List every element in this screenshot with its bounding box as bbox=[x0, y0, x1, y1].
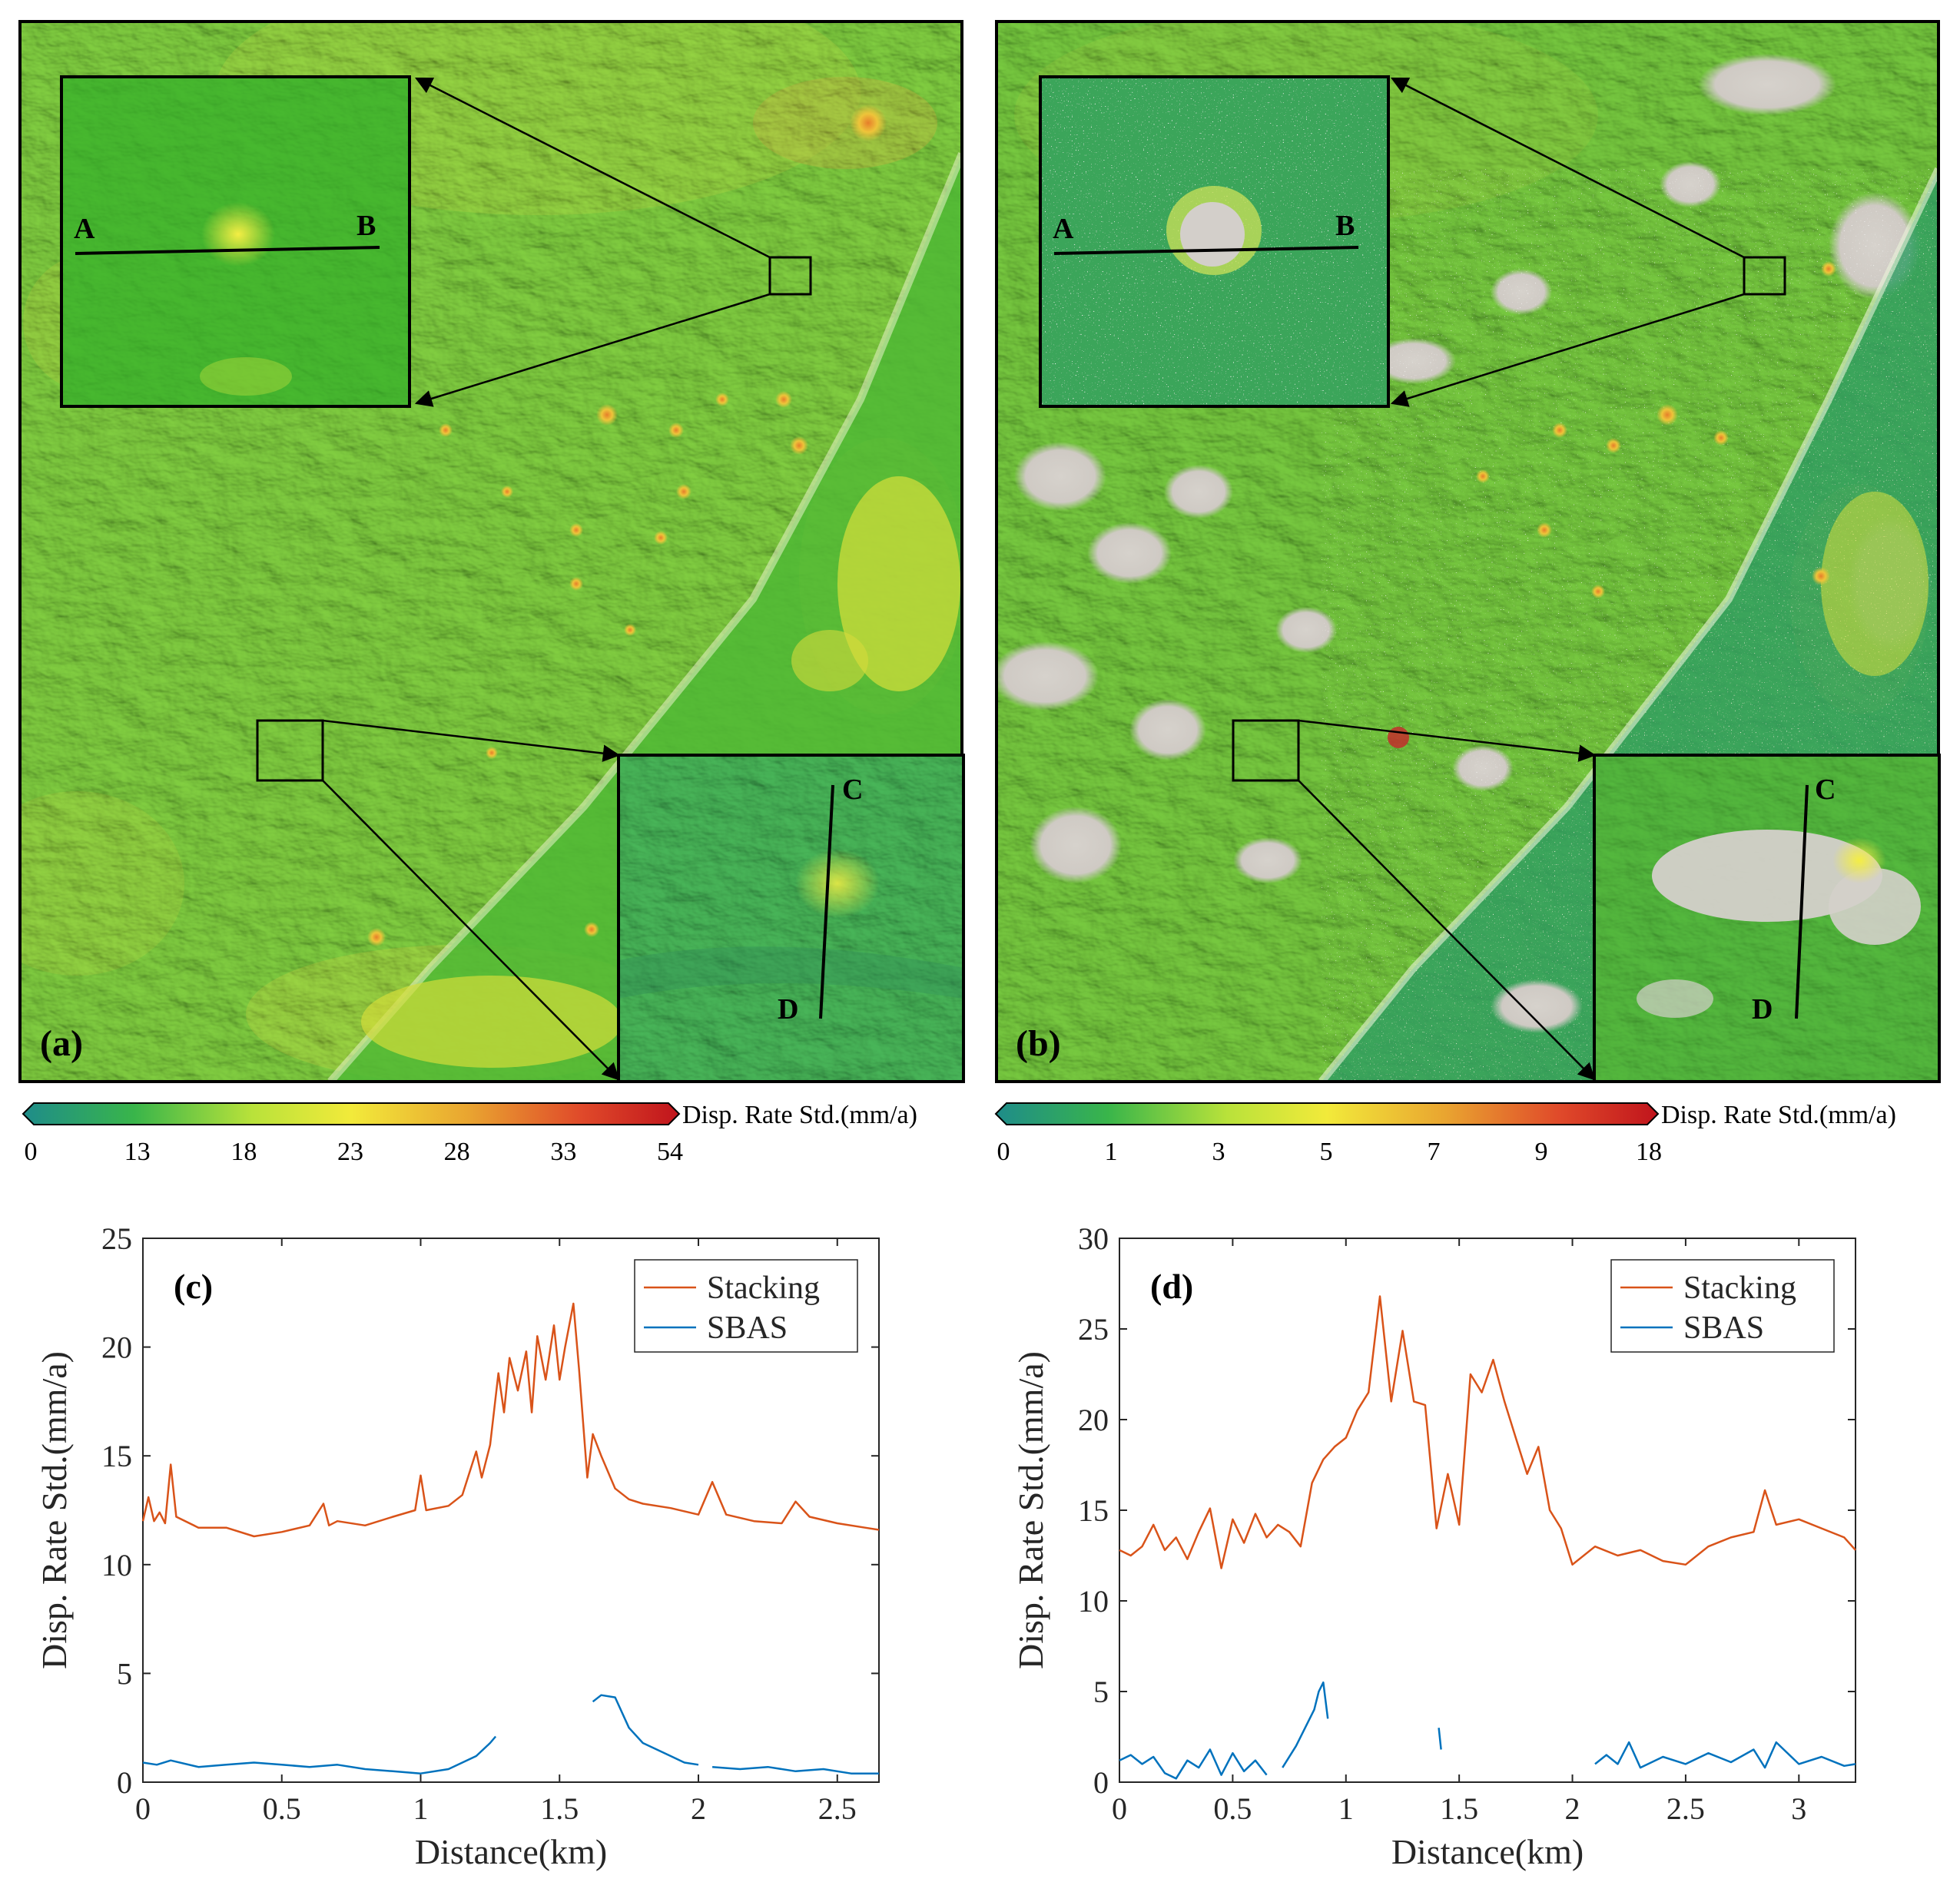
x-tick-label: 0 bbox=[1112, 1791, 1127, 1826]
map-a-hotspots bbox=[367, 104, 887, 946]
zoom-box-ab-b bbox=[1743, 256, 1786, 296]
x-tick-label: 2.5 bbox=[818, 1791, 857, 1826]
legend-label-sbas: SBAS bbox=[707, 1311, 788, 1346]
x-tick-label: 0 bbox=[135, 1791, 151, 1826]
colorbar-tick-label: 28 bbox=[444, 1138, 470, 1166]
point-d-label-b: D bbox=[1752, 993, 1773, 1026]
series-line-sbas bbox=[1119, 1748, 1268, 1780]
x-tick-label: 3 bbox=[1791, 1791, 1806, 1826]
chart-d: 0 0.5 1 1.5 2 2.5 3051015202530Distance(km)Dis… bbox=[1011, 1221, 1856, 1871]
x-tick-label: 1.5 bbox=[1440, 1791, 1478, 1826]
x-tick-label: 2.5 bbox=[1666, 1791, 1705, 1826]
inset-ab-b: A B bbox=[1039, 75, 1390, 408]
point-b-label-a: B bbox=[357, 210, 376, 242]
colorbar-tick-label: 9 bbox=[1535, 1138, 1548, 1166]
y-tick-label: 25 bbox=[1078, 1312, 1109, 1347]
x-axis-label: Distance(km) bbox=[1391, 1832, 1584, 1871]
colorbar-tick-label: 0 bbox=[25, 1138, 38, 1166]
x-tick-label: 1.5 bbox=[540, 1791, 579, 1826]
colorbar-tick-label: 18 bbox=[1636, 1138, 1662, 1166]
series-line-sbas bbox=[1438, 1728, 1442, 1750]
colorbar-tick-label: 18 bbox=[230, 1138, 257, 1166]
y-tick-label: 5 bbox=[1093, 1675, 1109, 1709]
x-tick-label: 1 bbox=[1338, 1791, 1354, 1826]
point-b-label-b: B bbox=[1335, 210, 1355, 242]
y-axis-label: Disp. Rate Std.(mm/a) bbox=[35, 1351, 74, 1669]
colorbar-a-title: Disp. Rate Std.(mm/a) bbox=[682, 1101, 917, 1129]
y-axis-label: Disp. Rate Std.(mm/a) bbox=[1011, 1351, 1050, 1669]
point-a-label-a: A bbox=[74, 213, 95, 245]
map-panel-a: A B C D (a) bbox=[18, 20, 965, 1083]
series-line-sbas bbox=[592, 1694, 699, 1766]
inset-cd-b: C D bbox=[1593, 754, 1941, 1083]
series-line-sbas bbox=[1594, 1741, 1856, 1769]
y-tick-label: 15 bbox=[1078, 1493, 1109, 1528]
x-axis-label: Distance(km) bbox=[415, 1832, 607, 1871]
x-tick-label: 1 bbox=[413, 1791, 429, 1826]
x-tick-label: 0.5 bbox=[1213, 1791, 1252, 1826]
y-tick-label: 0 bbox=[117, 1765, 132, 1800]
y-tick-label: 0 bbox=[1093, 1765, 1109, 1800]
y-tick-label: 20 bbox=[1078, 1403, 1109, 1437]
series-line-sbas bbox=[142, 1735, 497, 1774]
colorbar-tick-label: 5 bbox=[1320, 1138, 1333, 1166]
colorbar-tick-label: 7 bbox=[1428, 1138, 1441, 1166]
x-tick-label: 2 bbox=[1565, 1791, 1580, 1826]
legend-label-stacking: Stacking bbox=[707, 1271, 820, 1306]
map-panel-b: A B C D (b) bbox=[995, 20, 1941, 1083]
point-c-label-b: C bbox=[1815, 774, 1836, 806]
y-tick-label: 10 bbox=[1078, 1584, 1109, 1619]
x-tick-label: 0.5 bbox=[263, 1791, 301, 1826]
colorbar-tick-label: 3 bbox=[1212, 1138, 1225, 1166]
series-line-sbas bbox=[712, 1765, 879, 1774]
colorbar-tick-label: 54 bbox=[657, 1138, 683, 1166]
x-tick-label: 2 bbox=[691, 1791, 706, 1826]
point-a-label-b: A bbox=[1053, 213, 1074, 245]
legend-box bbox=[634, 1259, 858, 1353]
series-line-stacking bbox=[1119, 1295, 1856, 1569]
legend-label-stacking: Stacking bbox=[1683, 1271, 1796, 1306]
colorbar-tick-label: 13 bbox=[124, 1138, 151, 1166]
colorbar-tick-label: 33 bbox=[550, 1138, 576, 1166]
legend-box bbox=[1610, 1259, 1835, 1353]
legend-label-sbas: SBAS bbox=[1683, 1311, 1764, 1346]
colorbar-a: Disp. Rate Std.(mm/a) 0 13 18 23 28 33 54 bbox=[22, 1101, 917, 1166]
zoom-box-cd-b bbox=[1232, 719, 1300, 782]
panel-label-a: (a) bbox=[40, 1023, 83, 1064]
y-tick-label: 5 bbox=[117, 1656, 132, 1691]
y-tick-label: 20 bbox=[101, 1330, 132, 1365]
panel-label-b: (b) bbox=[1016, 1023, 1061, 1064]
colorbar-b-title: Disp. Rate Std.(mm/a) bbox=[1661, 1101, 1896, 1129]
chart-panel-label: (d) bbox=[1150, 1267, 1193, 1306]
inset-cd-a: C D bbox=[617, 754, 965, 1083]
colorbar-tick-label: 0 bbox=[997, 1138, 1010, 1166]
point-c-label-a: C bbox=[842, 774, 863, 806]
zoom-box-ab-a bbox=[768, 256, 812, 296]
point-d-label-a: D bbox=[778, 993, 798, 1026]
series-line-sbas bbox=[1282, 1681, 1329, 1768]
colorbar-b: Disp. Rate Std.(mm/a) 0 1 3 5 7 9 18 bbox=[994, 1101, 1896, 1166]
colorbar-tick-label: 1 bbox=[1105, 1138, 1118, 1166]
map-b-hotspots bbox=[1388, 261, 1836, 748]
chart-panel-label: (c) bbox=[174, 1267, 213, 1306]
chart-c: 0 0.5 1 1.5 2 2.5 0 5 10 15 20 25 Distance(km) Disp. … bbox=[35, 1221, 880, 1871]
y-tick-label: 30 bbox=[1078, 1221, 1109, 1256]
zoom-box-cd-a bbox=[256, 719, 324, 782]
y-tick-label: 10 bbox=[101, 1548, 132, 1582]
inset-ab-a: A B bbox=[60, 75, 411, 408]
y-tick-label: 15 bbox=[101, 1439, 132, 1473]
y-tick-label: 25 bbox=[101, 1221, 132, 1256]
series-line-stacking bbox=[141, 1302, 880, 1538]
colorbar-tick-label: 23 bbox=[337, 1138, 363, 1166]
